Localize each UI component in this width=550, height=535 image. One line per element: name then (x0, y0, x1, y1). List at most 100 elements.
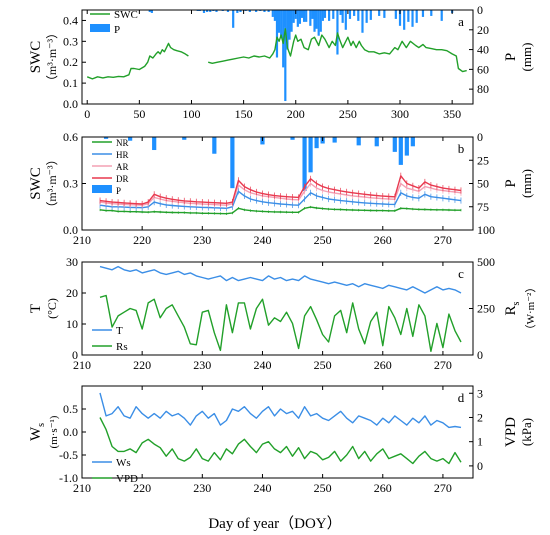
y2-tick-label: 75 (477, 200, 489, 214)
y2-tick-label: 40 (477, 43, 489, 57)
plot-area (86, 10, 467, 102)
precip-bar (212, 137, 217, 154)
x-tick-label: 250 (339, 107, 357, 121)
precip-bar (421, 10, 425, 17)
y2-axis-label: P(mm) (503, 169, 534, 198)
precip-bar (148, 10, 151, 12)
y-axis-label: T(°C) (28, 298, 59, 319)
precip-bar (317, 10, 320, 36)
y2-axis-label: P(mm) (503, 43, 534, 72)
x-tick-label: 260 (374, 233, 392, 247)
precip-bar (103, 137, 109, 139)
plot-area (99, 265, 462, 352)
y2-tick-label: 1 (477, 435, 483, 449)
y2-tick-label: 0 (477, 348, 483, 362)
panel-b: 210 220 230 240 250 260 270 0.0 0.3 0.6 0 25 50 75 100… (28, 130, 534, 247)
precip-bar (308, 137, 313, 173)
x-tick-label: 250 (314, 481, 332, 495)
x-tick-label: 250 (314, 233, 332, 247)
precip-bar (403, 10, 406, 30)
legend-label-T: T (116, 325, 123, 337)
precip-bar (236, 10, 239, 13)
legend-label-DR: DR (116, 174, 129, 184)
series-line-SWC (208, 28, 467, 73)
y2-axis-label: VPD(kPa) (503, 417, 534, 447)
precip-bar (300, 10, 304, 18)
y2-tick-label: 50 (477, 177, 489, 191)
precip-bar (311, 10, 314, 19)
x-tick-label: 220 (133, 481, 151, 495)
x-tick-label: 220 (133, 233, 151, 247)
precip-bar (275, 10, 279, 58)
legend-label-SWC: SWC (114, 9, 138, 21)
precip-bar (321, 10, 324, 21)
y2-tick-label: 100 (477, 223, 495, 237)
y2-tick-label: 0 (477, 130, 483, 144)
precip-bar (328, 10, 331, 21)
precip-bar (290, 137, 295, 140)
legend-label-AR: AR (116, 162, 129, 172)
precip-bar (430, 10, 433, 16)
legend-label-Ws: Ws (116, 457, 131, 469)
precip-bar (348, 10, 352, 19)
precip-bar (302, 137, 307, 191)
y2-tick-label: 25 (477, 153, 489, 167)
precip-bar (284, 10, 287, 102)
precip-bar (215, 10, 218, 12)
y-tick-label: 0.0 (63, 97, 78, 111)
x-tick-label: 230 (193, 233, 211, 247)
precip-bar (411, 10, 414, 27)
precip-bar (332, 10, 335, 19)
x-tick-label: 0 (84, 107, 90, 121)
precip-bar (182, 137, 187, 140)
legend-label-P: P (116, 186, 121, 196)
y2-tick-label: 2 (477, 410, 483, 424)
y-tick-label: 0.4 (63, 13, 78, 27)
precip-bar (152, 137, 157, 151)
precip-bar (230, 137, 235, 189)
precip-bar (292, 10, 295, 23)
x-tick-label: 270 (434, 233, 452, 247)
y2-tick-label: 60 (477, 62, 489, 76)
x-tick-label: 270 (434, 358, 452, 372)
precip-bar (404, 137, 409, 156)
precip-bar (226, 10, 230, 12)
precip-bar (365, 10, 368, 23)
x-tick-label: 240 (253, 233, 271, 247)
plot-frame (81, 261, 474, 356)
x-tick-label: 230 (193, 481, 211, 495)
legend-label-P: P (114, 24, 120, 36)
precip-bar (305, 10, 308, 22)
precip-bar (357, 10, 360, 21)
panel-label: a (458, 14, 464, 29)
precip-bar (392, 137, 397, 152)
y-tick-label: 0.0 (63, 223, 78, 237)
precip-bar (271, 10, 274, 17)
y-tick-label: 0.6 (63, 130, 78, 144)
y-tick-label: 0.3 (63, 34, 78, 48)
legend: NR HR AR DR P (92, 138, 129, 196)
precip-bar (341, 10, 344, 23)
precip-bar (361, 10, 364, 33)
x-tick-label: 350 (443, 107, 461, 121)
plot-area (99, 392, 462, 465)
plot-frame (81, 385, 474, 479)
precip-bar (288, 10, 291, 40)
legend-label-NR: NR (116, 138, 129, 148)
precip-bar (344, 10, 347, 30)
precip-bar (323, 10, 327, 18)
y-tick-label: -1.0 (59, 471, 78, 485)
x-tick-label: 260 (374, 358, 392, 372)
y-tick-label: 0.5 (63, 402, 78, 416)
y-tick-label: -0.5 (59, 448, 78, 462)
precip-bar (398, 10, 402, 26)
precip-bar (332, 137, 337, 143)
precip-bar (277, 10, 281, 33)
precip-bar (273, 10, 276, 21)
precip-bar (267, 10, 270, 12)
precip-bar (263, 10, 266, 12)
x-tick-label: 210 (73, 358, 91, 372)
y2-tick-label: 20 (477, 23, 489, 37)
legend: SWC P (90, 9, 138, 36)
